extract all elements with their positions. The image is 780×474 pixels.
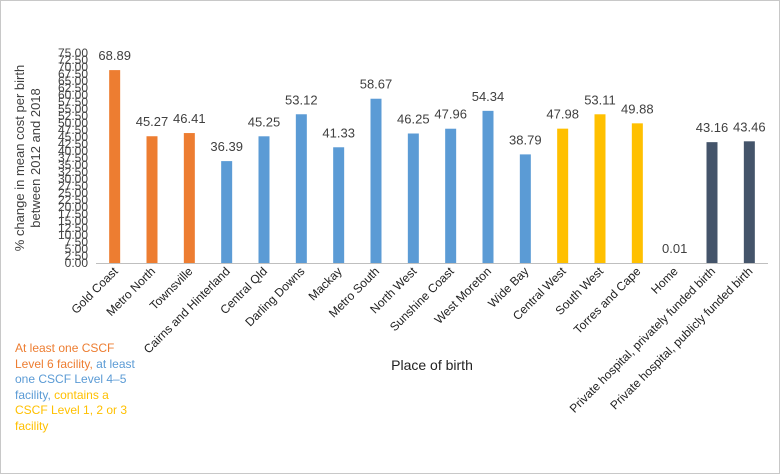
y-tick-label: 5.00 xyxy=(65,242,89,256)
y-tick-label: 20.00 xyxy=(58,200,88,214)
bar xyxy=(482,110,494,264)
bar-value-label: 45.27 xyxy=(136,114,169,129)
bar-value-label: 53.12 xyxy=(285,92,318,107)
y-axis-title-group: % change in mean cost per birthbetween 2… xyxy=(12,65,43,251)
bar-value-label: 58.67 xyxy=(360,77,393,92)
y-tick-label: 7.50 xyxy=(65,235,89,249)
bar-value-label: 43.16 xyxy=(696,120,729,135)
y-tick-label: 65.00 xyxy=(58,74,88,88)
x-tick-label: Home xyxy=(648,264,681,297)
bar xyxy=(631,123,643,263)
bar xyxy=(109,70,121,263)
y-tick-label: 0.00 xyxy=(65,256,89,270)
bar-value-label: 46.41 xyxy=(173,111,206,126)
y-tick-label: 50.00 xyxy=(58,116,88,130)
y-tick-label: 25.00 xyxy=(58,186,88,200)
y-tick-label: 67.50 xyxy=(58,67,88,81)
y-tick-label: 17.50 xyxy=(58,207,88,221)
y-tick-label: 27.50 xyxy=(58,179,88,193)
value-labels-group: 68.89 45.27 46.41 36.39 45.25 53.12 41.33 58.67… xyxy=(98,48,765,256)
y-axis-ticks: 0.002.505.007.5010.0012.5015.0017.5020.0… xyxy=(58,46,88,270)
bar-value-label: 49.88 xyxy=(621,101,654,116)
bar-value-label: 46.25 xyxy=(397,112,430,127)
y-tick-label: 57.50 xyxy=(58,95,88,109)
y-tick-label: 32.50 xyxy=(58,165,88,179)
bar xyxy=(594,114,606,264)
y-tick-label: 72.50 xyxy=(58,53,88,67)
y-tick-label: 47.50 xyxy=(58,123,88,137)
y-tick-label: 10.00 xyxy=(58,228,88,242)
bar xyxy=(333,147,345,263)
y-tick-label: 60.00 xyxy=(58,88,88,102)
y-tick-label: 15.00 xyxy=(58,214,88,228)
bar xyxy=(183,133,195,263)
bar xyxy=(407,133,419,263)
y-tick-label: 70.00 xyxy=(58,60,88,74)
bar-value-label: 36.39 xyxy=(210,139,243,154)
y-tick-label: 75.00 xyxy=(58,46,88,60)
bar xyxy=(295,114,307,263)
bar xyxy=(519,154,531,263)
x-tick-label: Torres and Cape xyxy=(571,264,644,337)
y-tick-label: 52.50 xyxy=(58,109,88,123)
y-tick-label: 37.50 xyxy=(58,151,88,165)
bar xyxy=(557,128,569,263)
bar xyxy=(221,161,233,263)
bar xyxy=(370,98,382,263)
legend: At least one CSCF Level 6 facility, at l… xyxy=(15,341,141,434)
bar-value-label: 53.11 xyxy=(584,92,616,107)
y-tick-label: 62.50 xyxy=(58,81,88,95)
bar-value-label: 0.01 xyxy=(662,241,687,256)
x-axis-title: Place of birth xyxy=(391,357,473,373)
y-tick-label: 30.00 xyxy=(58,172,88,186)
bar-value-label: 43.46 xyxy=(733,119,766,134)
y-axis-title: % change in mean cost per birthbetween 2… xyxy=(12,65,43,251)
y-tick-label: 2.50 xyxy=(65,249,89,263)
bar-value-label: 47.96 xyxy=(434,107,467,122)
bar-value-label: 41.33 xyxy=(322,125,355,140)
bars-group xyxy=(109,70,755,264)
bar xyxy=(743,141,755,263)
y-tick-label: 40.00 xyxy=(58,144,88,158)
bar xyxy=(258,136,270,263)
y-tick-label: 22.50 xyxy=(58,193,88,207)
y-tick-label: 35.00 xyxy=(58,158,88,172)
bar-value-label: 54.34 xyxy=(472,89,505,104)
bar xyxy=(146,136,158,263)
bar-value-label: 68.89 xyxy=(98,48,131,63)
y-tick-label: 12.50 xyxy=(58,221,88,235)
x-tick-label: Sunshine Coast xyxy=(387,264,457,334)
bar xyxy=(706,142,718,263)
bar-value-label: 45.25 xyxy=(248,114,281,129)
bar xyxy=(445,128,457,263)
y-tick-label: 45.00 xyxy=(58,130,88,144)
bar-value-label: 38.79 xyxy=(509,132,542,147)
legend-level45: at least one CSCF Level 4–5 facility, xyxy=(15,356,135,402)
legend-level6: At least one CSCF Level 6 facility, xyxy=(15,341,115,371)
legend-level123: contains a CSCF Level 1, 2 or 3 facility xyxy=(15,387,128,433)
bar-value-label: 47.98 xyxy=(546,107,579,122)
y-tick-label: 55.00 xyxy=(58,102,88,116)
y-tick-label: 42.50 xyxy=(58,137,88,151)
